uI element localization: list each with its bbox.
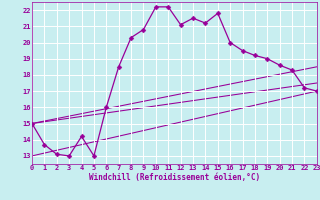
X-axis label: Windchill (Refroidissement éolien,°C): Windchill (Refroidissement éolien,°C) [89,173,260,182]
